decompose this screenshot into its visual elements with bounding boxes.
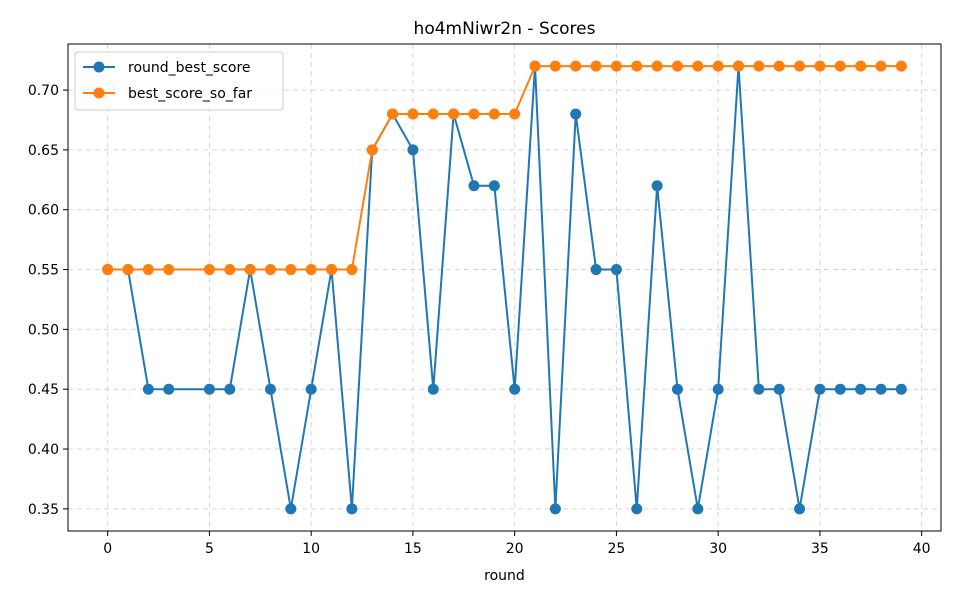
data-point-series-0 [712,383,724,395]
data-point-series-0 [794,503,806,515]
data-point-series-0 [549,503,561,515]
data-point-series-0 [264,383,276,395]
data-point-series-1 [407,108,419,120]
data-point-series-1 [163,264,175,276]
legend-marker-best-score-so-far [93,87,105,99]
x-axis-label: round [484,568,525,584]
data-point-series-0 [875,383,887,395]
data-point-series-1 [122,264,134,276]
data-point-series-0 [855,383,867,395]
data-point-series-0 [427,383,439,395]
data-point-series-1 [855,60,867,72]
data-point-series-0 [753,383,765,395]
data-point-series-0 [651,180,663,192]
data-point-series-0 [590,264,602,276]
x-tick-label: 10 [302,541,320,557]
data-point-series-0 [163,383,175,395]
data-point-series-1 [448,108,460,120]
data-point-series-0 [407,144,419,156]
legend: round_best_score best_score_so_far [74,51,284,111]
y-tick-label: 0.40 [28,442,59,458]
y-tick-label: 0.45 [28,382,59,398]
data-point-series-1 [366,144,378,156]
data-point-series-1 [631,60,643,72]
data-point-series-0 [468,180,480,192]
data-point-series-1 [264,264,276,276]
y-tick-label: 0.70 [28,83,59,99]
legend-label-best-score-so-far: best_score_so_far [128,86,252,102]
data-point-series-1 [875,60,887,72]
y-tick-label: 0.60 [28,203,59,219]
data-point-series-1 [488,108,500,120]
x-tick-label: 25 [608,541,626,557]
data-point-series-1 [529,60,541,72]
y-tick-label: 0.35 [28,502,59,518]
data-point-series-1 [610,60,622,72]
x-tick-label: 30 [709,541,727,557]
plot-area-frame [67,43,942,532]
data-point-series-0 [895,383,907,395]
data-point-series-1 [570,60,582,72]
legend-box [74,51,284,111]
data-point-series-0 [692,503,704,515]
y-tick-label: 0.65 [28,143,59,159]
data-point-series-1 [468,108,480,120]
data-point-series-1 [387,108,399,120]
data-point-series-0 [509,383,521,395]
data-point-series-0 [488,180,500,192]
data-point-series-0 [610,264,622,276]
y-tick-label: 0.50 [28,322,59,338]
data-point-series-1 [509,108,521,120]
x-tick-label: 15 [404,541,422,557]
data-point-series-0 [671,383,683,395]
x-tick-label: 5 [205,541,214,557]
data-point-series-1 [590,60,602,72]
data-point-series-1 [733,60,745,72]
data-point-series-1 [895,60,907,72]
data-point-series-1 [326,264,338,276]
y-tick-label: 0.55 [28,263,59,279]
data-point-series-0 [142,383,154,395]
data-point-series-0 [305,383,317,395]
data-point-series-1 [814,60,826,72]
x-tick-label: 35 [811,541,829,557]
data-point-series-1 [102,264,114,276]
data-point-series-1 [753,60,765,72]
data-point-series-1 [773,60,785,72]
data-point-series-1 [794,60,806,72]
data-point-series-0 [570,108,582,120]
data-point-series-1 [203,264,215,276]
data-point-series-0 [285,503,297,515]
data-point-series-0 [346,503,358,515]
data-point-series-0 [834,383,846,395]
data-point-series-1 [834,60,846,72]
data-point-series-1 [651,60,663,72]
x-tick-label: 0 [103,541,112,557]
series-layer [102,60,907,515]
x-tick-label: 40 [913,541,931,557]
data-point-series-1 [224,264,236,276]
data-point-series-1 [244,264,256,276]
data-point-series-1 [427,108,439,120]
data-point-series-0 [631,503,643,515]
data-point-series-0 [814,383,826,395]
legend-marker-round-best-score [93,61,105,73]
data-point-series-1 [549,60,561,72]
data-point-series-1 [692,60,704,72]
legend-label-round-best-score: round_best_score [128,60,251,76]
axis-ticks: 0 5 10 15 20 25 30 35 40 0.35 0.40 0.45 0.50 0.55 0.60… [28,83,931,557]
data-point-series-1 [305,264,317,276]
data-point-series-0 [773,383,785,395]
data-point-series-1 [142,264,154,276]
data-point-series-1 [346,264,358,276]
data-point-series-1 [671,60,683,72]
chart-title: ho4mNiwr2n - Scores [414,19,596,39]
data-point-series-0 [203,383,215,395]
data-point-series-1 [712,60,724,72]
data-point-series-0 [224,383,236,395]
x-tick-label: 20 [506,541,524,557]
data-point-series-1 [285,264,297,276]
